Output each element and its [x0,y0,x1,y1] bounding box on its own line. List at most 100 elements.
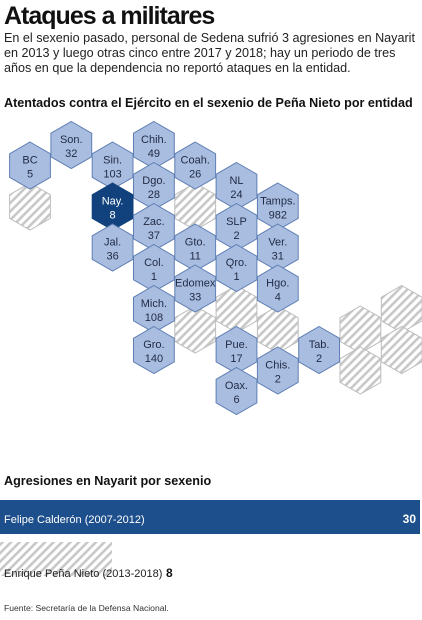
hex-sin: Sin. 103 [91,141,134,190]
hex-value-label: 2 [316,353,322,365]
hex-state-label: Hgo. [266,278,289,290]
bar-period: (2013-2018) [102,568,162,580]
hex-shape-hgo [256,264,299,313]
bar-1 [0,500,420,534]
hex-no-data-2 [174,182,217,231]
hex-value-label: 24 [230,189,242,201]
hex-edomex: Edomex 33 [174,264,217,313]
hex-gro: Gro. 140 [133,325,175,375]
hex-state-label: Col. [144,257,164,269]
source-note: Fuente: Secretaría de la Defensa Naciona… [4,603,169,613]
hex-gto: Gto. 11 [174,223,217,272]
hex-no-data-9 [339,346,382,395]
hex-bc: BC 5 [9,141,51,190]
hex-value-label: 4 [275,292,281,304]
hex-value-label: 11 [189,251,200,263]
hex-no-data-5 [256,305,299,354]
hex-no-data-3 [215,284,258,334]
hex-no-data-7 [339,305,382,354]
hex-state-label: Ver. [268,237,287,249]
hex-qro: Qro. 1 [215,243,258,293]
hex-state-label: Chis. [265,360,290,372]
hex-value-label: 32 [65,148,77,160]
page-title: Ataques a militares [4,2,215,30]
map-heading: Atentados contra el Ejército en el sexen… [4,96,413,110]
hex-no-data-4 [174,305,217,354]
hex-state-label: Oax. [225,380,248,392]
hex-chih: Chih. 49 [133,120,175,170]
hex-value-label: 6 [233,394,239,406]
bar-chart: Felipe Calderón (2007-2012) 30 Enrique Peñ… [0,500,420,580]
bar-name: Enrique Peña Nieto [4,568,102,580]
hex-oax: Oax. 6 [215,366,258,416]
hex-state-label: Edomex [175,278,216,290]
bar-value-1: 30 [403,512,417,526]
hex-value-label: 17 [230,353,242,365]
hex-nay: Nay. 8 [91,182,134,231]
hex-state-label: Pue. [225,339,248,351]
hex-shape-edomex [174,264,217,313]
hex-state-label: Zac. [143,216,164,228]
hex-zac: Zac. 37 [133,202,175,252]
hex-shape-qro [215,243,258,293]
hex-jal: Jal. 36 [91,223,134,272]
hex-son: Son. 32 [50,120,93,170]
bar-label-1: Felipe Calderón (2007-2012) [4,514,145,526]
hex-shape-tab [298,325,340,375]
hex-shape-coah [174,141,217,190]
hex-slp: SLP 2 [215,202,258,252]
hex-col: Col. 1 [133,243,175,293]
bar-period: (2007-2012) [85,514,145,526]
hex-value-label: 8 [110,210,116,222]
hex-no-data-1 [9,182,51,231]
hex-state-label: Sin. [103,155,122,167]
hex-value-label: 28 [148,189,160,201]
hex-value-label: 37 [148,230,160,242]
hex-state-label: Mich. [141,298,167,310]
hex-dgo: Dgo. 28 [133,161,175,211]
hex-state-label: Gto. [185,237,206,249]
hex-value-label: 33 [189,292,201,304]
hex-value-label: 31 [272,251,284,263]
hex-shape-oax [215,366,258,416]
hex-value-label: 36 [106,251,118,263]
hex-value-label: 2 [275,374,281,386]
hex-chis: Chis. 2 [256,346,299,395]
hex-state-label: Qro. [226,257,247,269]
bar-2 [0,542,112,576]
hex-hgo: Hgo. 4 [256,264,299,313]
hex-shape-gro [133,325,175,375]
hex-coah: Coah. 26 [174,141,217,190]
hex-state-label: Dgo. [142,175,165,187]
hex-map: BC5Son.32Sin.103Chih.49Coah.26Dgo.28Nay.… [9,120,422,416]
hex-no-data-6 [380,284,422,334]
hex-value-label: 1 [151,271,157,283]
hex-shape-chis [256,346,299,395]
bar-value-2: 8 [166,566,173,580]
hex-state-label: Coah. [181,155,210,167]
hex-shape-jal [91,223,134,272]
bar-label-2: Enrique Peña Nieto (2013-2018) [4,568,162,580]
hex-state-label: BC [22,155,37,167]
hex-state-label: SLP [226,216,247,228]
hex-state-label: Tab. [309,339,330,351]
hex-state-label: Chih. [141,134,167,146]
hex-value-label: 1 [233,271,239,283]
hex-value-label: 108 [145,312,163,324]
hex-state-label: Gro. [143,339,164,351]
hex-value-label: 103 [103,169,121,181]
hex-no-data-8 [380,325,422,375]
hex-state-label: Son. [60,134,83,146]
hex-nl: NL 24 [215,161,258,211]
hex-value-label: 140 [145,353,163,365]
hex-value-label: 2 [233,230,239,242]
hex-tab: Tab. 2 [298,325,340,375]
hex-pue: Pue. 17 [215,325,258,375]
hex-shape-son [50,120,93,170]
hex-mich: Mich. 108 [133,284,175,334]
hex-state-label: Jal. [104,237,121,249]
bar-name: Felipe Calderón [4,514,85,526]
hex-value-label: 5 [27,169,33,181]
hex-value-label: 26 [189,169,201,181]
